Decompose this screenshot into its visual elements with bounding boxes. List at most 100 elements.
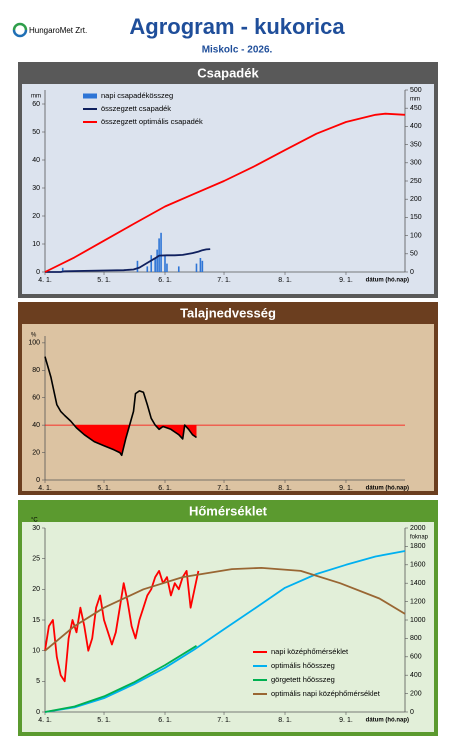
bar xyxy=(166,263,168,272)
x-axis-label: dátum (hó.nap) xyxy=(366,718,409,724)
y2-tick-label: 450 xyxy=(410,105,422,112)
bar xyxy=(146,266,149,272)
legend-label: optimális hőösszeg xyxy=(271,661,335,670)
chart-title: Talajnedvesség xyxy=(180,305,276,320)
line xyxy=(44,112,406,273)
x-tick-label: 9. 1. xyxy=(339,277,353,284)
y2-tick-label: 600 xyxy=(410,654,422,661)
legend-label: optimális napi középhőmérséklet xyxy=(271,689,381,698)
y-tick-label: 30 xyxy=(32,525,40,532)
bar xyxy=(160,232,162,272)
legend-label: napi csapadékösszeg xyxy=(101,91,173,100)
y2-tick-label: 200 xyxy=(410,690,422,697)
y-tick-label: 20 xyxy=(32,586,40,593)
y-tick-label: 20 xyxy=(32,213,40,220)
x-tick-label: 4. 1. xyxy=(38,277,52,284)
y-tick-label: 15 xyxy=(32,617,40,624)
y-tick-label: 20 xyxy=(32,449,40,456)
bar xyxy=(177,266,180,272)
y2-tick-label: 1000 xyxy=(410,617,426,624)
legend-swatch xyxy=(83,93,97,99)
y-tick-label: 40 xyxy=(32,157,40,164)
panel-body xyxy=(22,324,434,491)
y2-tick-label: 50 xyxy=(410,251,418,258)
y-axis-label: °C xyxy=(31,518,38,524)
x-tick-label: 6. 1. xyxy=(158,485,172,492)
y-tick-label: 0 xyxy=(36,269,40,276)
bar xyxy=(136,260,139,272)
x-tick-label: 8. 1. xyxy=(278,277,292,284)
y2-tick-label: 0 xyxy=(410,709,414,716)
y-tick-label: 60 xyxy=(32,101,40,108)
x-tick-label: 9. 1. xyxy=(339,717,353,724)
bar xyxy=(156,249,158,272)
y2-tick-label: 350 xyxy=(410,141,422,148)
y2-tick-label: 800 xyxy=(410,635,422,642)
x-tick-label: 8. 1. xyxy=(278,717,292,724)
y2-tick-label: 1400 xyxy=(410,580,426,587)
y2-tick-label: 500 xyxy=(410,87,422,94)
y2-tick-label: 2000 xyxy=(410,525,426,532)
line xyxy=(44,645,197,713)
legend-label: összegzett csapadék xyxy=(101,104,171,113)
panel-body xyxy=(22,84,434,294)
page-title: Agrogram - kukorica xyxy=(129,14,345,39)
y-tick-label: 50 xyxy=(32,129,40,136)
y2-tick-label: 400 xyxy=(410,672,422,679)
bar xyxy=(201,260,204,272)
x-tick-label: 8. 1. xyxy=(278,485,292,492)
x-tick-label: 7. 1. xyxy=(217,485,231,492)
chart-title: Hőmérséklet xyxy=(189,503,268,518)
y2-tick-label: 1200 xyxy=(410,598,426,605)
y-axis-label: % xyxy=(31,332,37,338)
legend-label: napi középhőmérséklet xyxy=(271,647,349,656)
bar xyxy=(154,258,156,272)
line xyxy=(44,567,406,652)
x-tick-label: 5. 1. xyxy=(97,717,111,724)
x-tick-label: 5. 1. xyxy=(97,277,111,284)
x-tick-label: 5. 1. xyxy=(97,485,111,492)
y-tick-label: 80 xyxy=(32,367,40,374)
y2-tick-label: 100 xyxy=(410,232,422,239)
y-tick-label: 30 xyxy=(32,185,40,192)
y2-tick-label: 250 xyxy=(410,178,422,185)
chart-title: Csapadék xyxy=(197,65,259,80)
x-tick-label: 9. 1. xyxy=(339,485,353,492)
x-tick-label: 4. 1. xyxy=(38,485,52,492)
logo-icon xyxy=(12,22,28,38)
bar xyxy=(195,263,198,272)
y2-tick-label: 1600 xyxy=(410,562,426,569)
x-axis-label: dátum (hó.nap) xyxy=(366,486,409,492)
line xyxy=(44,550,406,713)
y-tick-label: 60 xyxy=(32,395,40,402)
bar xyxy=(164,255,166,272)
y2-tick-label: 1800 xyxy=(410,543,426,550)
x-tick-label: 7. 1. xyxy=(217,277,231,284)
y-tick-label: 40 xyxy=(32,422,40,429)
y-tick-label: 10 xyxy=(32,648,40,655)
y2-tick-label: 300 xyxy=(410,160,422,167)
x-tick-label: 6. 1. xyxy=(158,717,172,724)
y-tick-label: 25 xyxy=(32,556,40,563)
y2-axis-label: foknap xyxy=(410,535,429,541)
y-tick-label: 10 xyxy=(32,241,40,248)
line xyxy=(44,356,197,457)
line xyxy=(45,248,211,273)
x-axis-label: dátum (hó.nap) xyxy=(366,278,409,284)
page-subtitle: Miskolc - 2026. xyxy=(202,45,273,56)
x-tick-label: 6. 1. xyxy=(158,277,172,284)
y2-tick-label: 200 xyxy=(410,196,422,203)
y2-tick-label: 150 xyxy=(410,214,422,221)
y-tick-label: 0 xyxy=(36,477,40,484)
bar xyxy=(199,258,202,272)
logo-text: HungaroMet Zrt. xyxy=(29,26,87,35)
x-tick-label: 7. 1. xyxy=(217,717,231,724)
y2-tick-label: 0 xyxy=(410,269,414,276)
y-tick-label: 100 xyxy=(28,340,40,347)
legend-label: összegzett optimális csapadék xyxy=(101,117,203,126)
y2-axis-label: mm xyxy=(410,97,420,103)
y-tick-label: 5 xyxy=(36,678,40,685)
bar xyxy=(61,267,64,272)
